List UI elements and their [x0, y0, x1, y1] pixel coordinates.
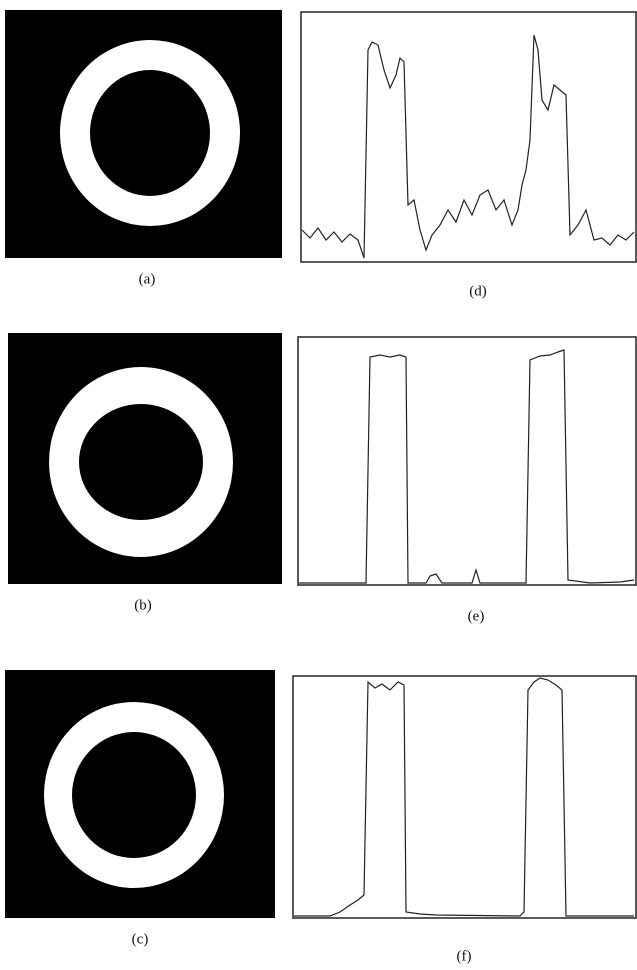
figure: (a) (b) (c) (d) (e) (f)	[0, 0, 637, 970]
panel-c: (c)	[5, 670, 275, 947]
ring-hole	[90, 70, 210, 196]
plot-frame	[293, 676, 636, 918]
panel-label: (b)	[134, 597, 152, 613]
ring-hole	[72, 732, 196, 858]
panel-b: (b)	[8, 333, 282, 613]
panel-d: (d)	[301, 12, 636, 299]
panel-label: (e)	[468, 608, 485, 624]
plot-frame	[298, 337, 636, 585]
panel-a: (a)	[5, 10, 282, 287]
panel-label: (c)	[132, 931, 149, 947]
panel-label: (a)	[139, 271, 156, 287]
panel-label: (f)	[457, 948, 472, 964]
panel-label: (d)	[469, 283, 487, 299]
ring-hole	[79, 404, 203, 520]
panel-e: (e)	[298, 337, 636, 624]
panel-f: (f)	[293, 676, 636, 964]
plot-frame	[301, 12, 636, 262]
